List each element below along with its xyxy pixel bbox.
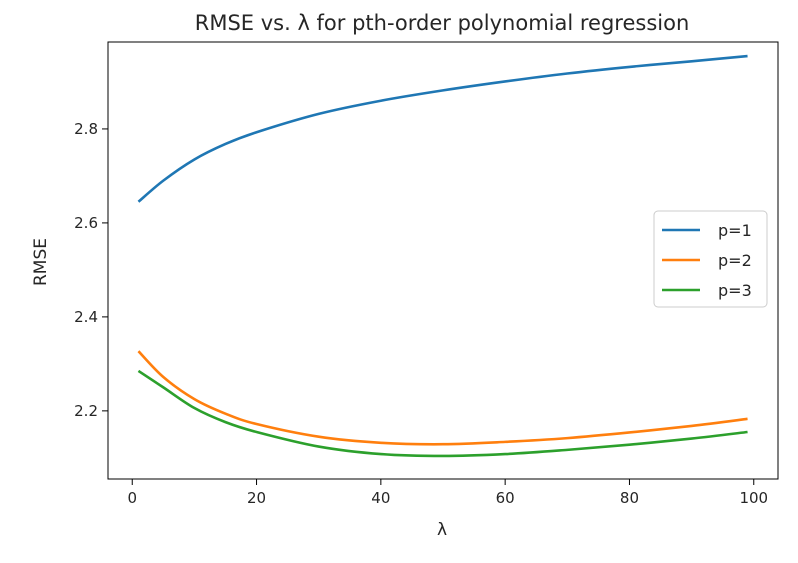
y-tick-label: 2.2 (74, 402, 98, 420)
series-line-p1 (137, 54, 748, 203)
x-tick-label: 40 (371, 489, 390, 507)
series-line-p2 (137, 350, 748, 446)
x-tick-label: 80 (620, 489, 639, 507)
x-tick-label: 100 (739, 489, 768, 507)
legend: p=1 p=2 p=3 (653, 210, 768, 308)
x-axis-label: λ (437, 520, 447, 540)
y-axis-label: RMSE (31, 238, 51, 286)
legend-label-p3: p=3 (718, 281, 752, 300)
chart-title: RMSE vs. λ for pth-order polynomial regr… (195, 11, 690, 35)
x-axis: 0 20 40 60 80 100 (127, 479, 768, 507)
x-tick-label: 60 (496, 489, 515, 507)
legend-label-p1: p=1 (718, 221, 752, 240)
series-line-p3 (137, 369, 748, 458)
legend-box (653, 210, 768, 308)
series-lines (137, 54, 748, 458)
y-tick-label: 2.4 (74, 308, 98, 326)
y-tick-label: 2.6 (74, 214, 98, 232)
y-tick-label: 2.8 (74, 120, 98, 138)
x-tick-label: 20 (247, 489, 266, 507)
legend-label-p2: p=2 (718, 251, 752, 270)
x-tick-label: 0 (127, 489, 137, 507)
y-axis: 2.2 2.4 2.6 2.8 (74, 120, 108, 420)
